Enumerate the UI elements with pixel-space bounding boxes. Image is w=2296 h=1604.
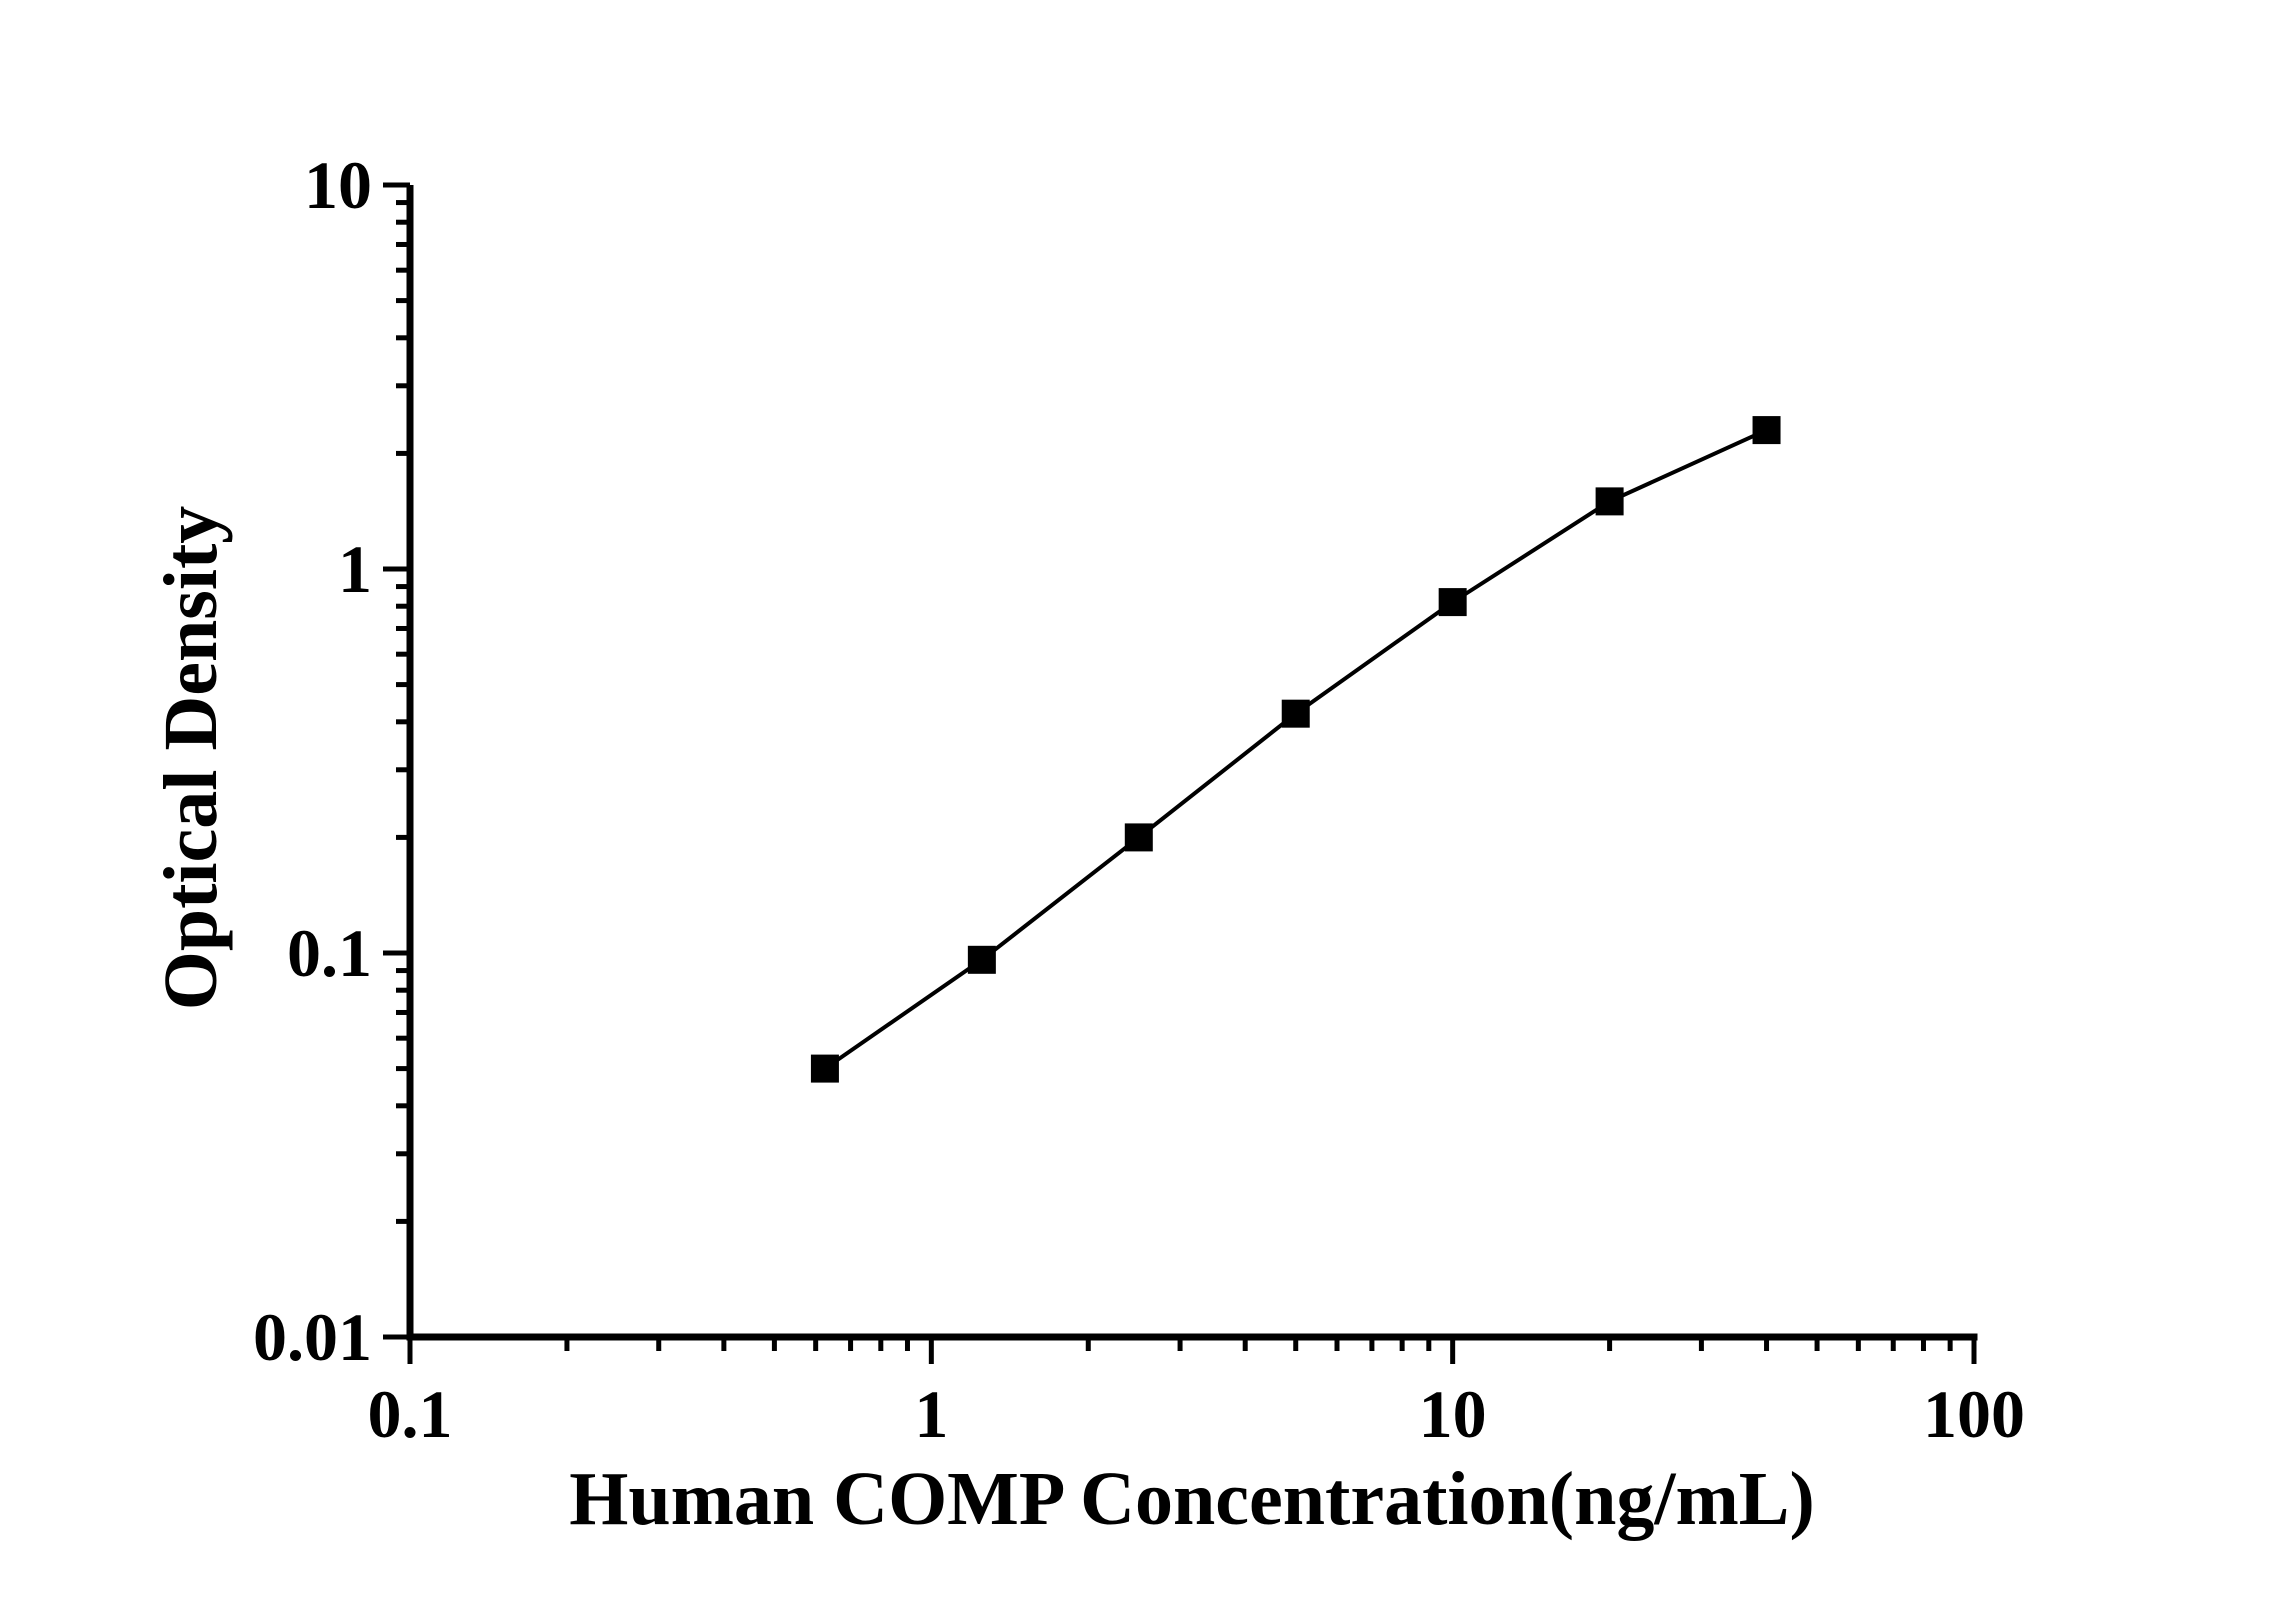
y-axis-title: Optical Density xyxy=(149,506,233,1011)
y-tick-label: 0.1 xyxy=(287,915,372,991)
data-point-marker xyxy=(1281,699,1310,728)
y-axis-ticks: 0.01 0.1 1 10 xyxy=(253,147,410,1375)
data-point-marker xyxy=(1438,588,1467,617)
x-tick-label: 100 xyxy=(1923,1376,2025,1452)
x-tick-label: 10 xyxy=(1419,1376,1487,1452)
data-point-marker xyxy=(1595,487,1624,516)
data-point-marker xyxy=(967,945,996,974)
y-tick-label: 10 xyxy=(304,147,372,223)
axes-group xyxy=(406,185,1978,1341)
x-tick-label: 0.1 xyxy=(368,1376,453,1452)
x-axis-ticks: 0.1 1 10 100 xyxy=(368,1337,2025,1452)
data-point-marker xyxy=(1752,416,1781,445)
series-line xyxy=(823,428,1768,1071)
data-point-marker xyxy=(810,1054,839,1083)
x-tick-label: 1 xyxy=(914,1376,948,1452)
data-point-marker xyxy=(1124,823,1153,852)
data-series-group xyxy=(810,416,1781,1083)
y-tick-label: 1 xyxy=(338,531,372,607)
x-axis-title: Human COMP Concentration(ng/mL) xyxy=(569,1457,1815,1541)
y-tick-label: 0.01 xyxy=(253,1299,372,1375)
